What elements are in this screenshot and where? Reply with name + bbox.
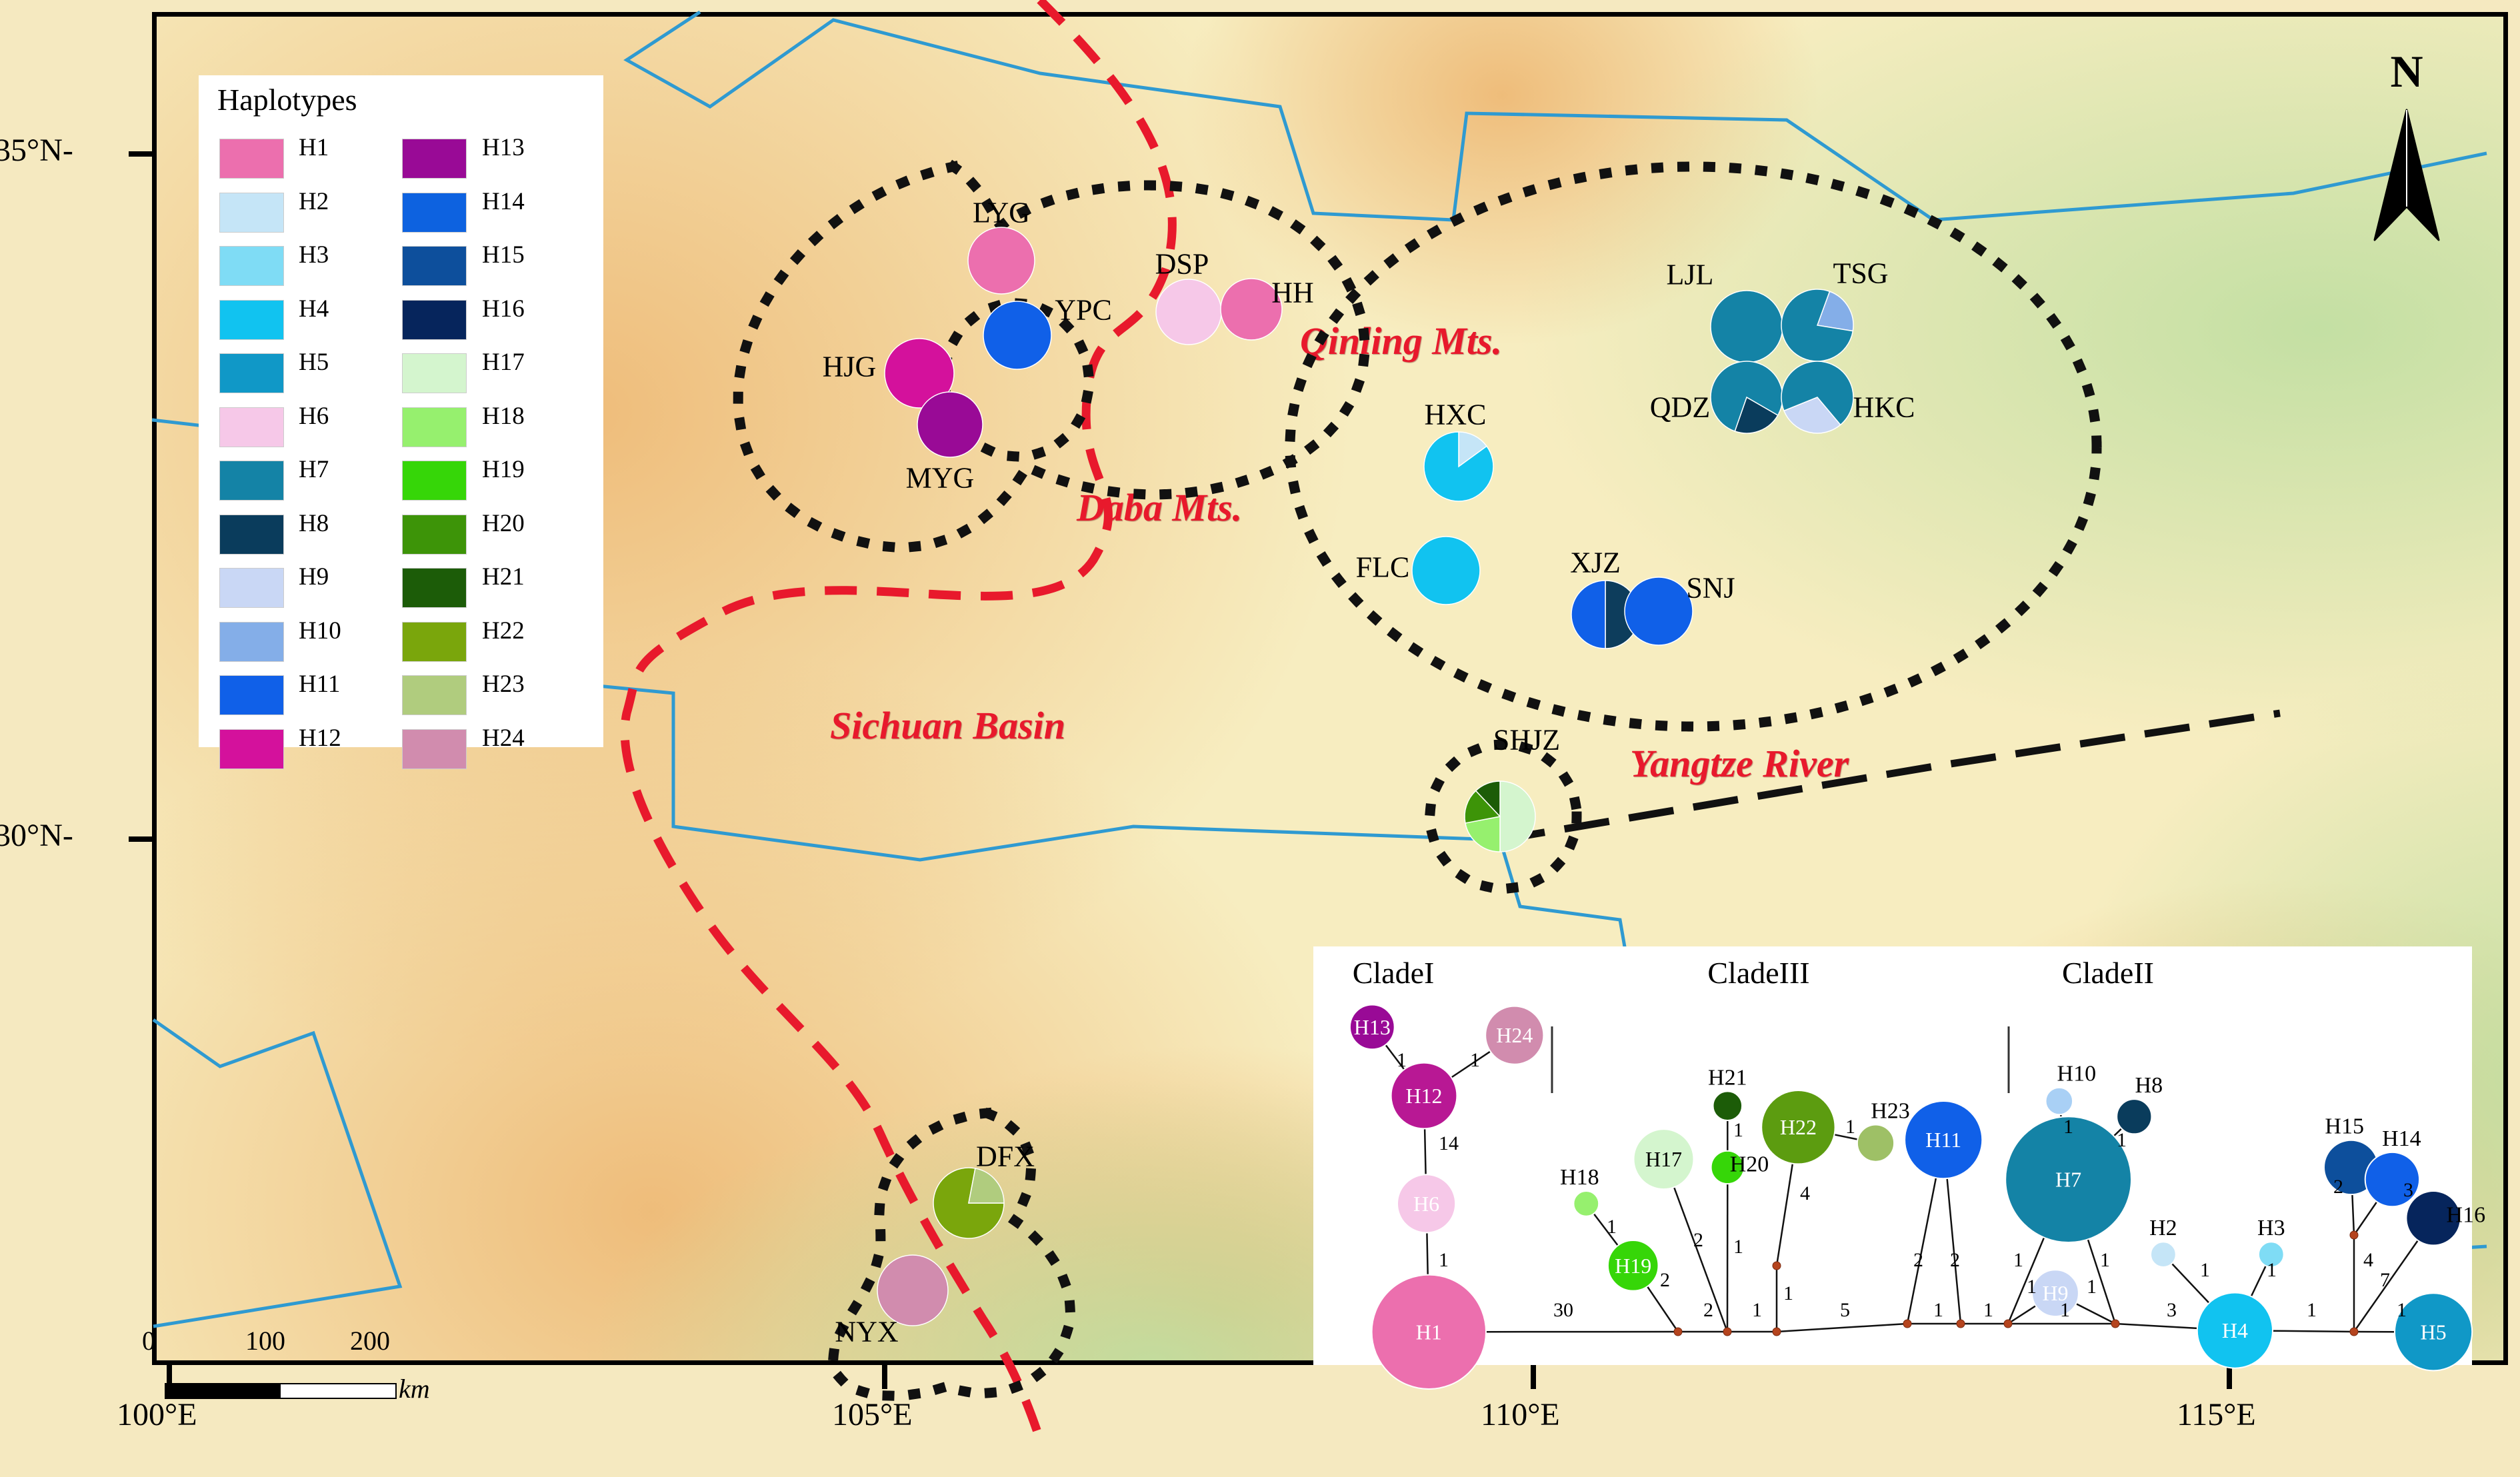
- svg-text:2: 2: [1950, 1249, 1960, 1271]
- svg-text:H9: H9: [2042, 1281, 2068, 1305]
- svg-text:1: 1: [2117, 1129, 2127, 1151]
- svg-text:2: 2: [2333, 1176, 2343, 1198]
- svg-text:1: 1: [2307, 1299, 2317, 1321]
- svg-text:H17: H17: [1645, 1147, 1682, 1171]
- svg-text:CladeIII: CladeIII: [1707, 956, 1809, 990]
- svg-text:1: 1: [1733, 1236, 1743, 1258]
- svg-text:H21: H21: [1708, 1065, 1747, 1090]
- svg-text:1: 1: [2267, 1259, 2277, 1281]
- svg-text:H15: H15: [2325, 1114, 2364, 1139]
- svg-text:H20: H20: [1730, 1152, 1769, 1176]
- svg-text:7: 7: [2380, 1269, 2390, 1291]
- svg-text:H18: H18: [1560, 1165, 1599, 1190]
- svg-text:H1: H1: [1416, 1320, 1442, 1344]
- svg-text:H2: H2: [2149, 1216, 2177, 1240]
- svg-text:1: 1: [1783, 1282, 1793, 1304]
- svg-text:2: 2: [1913, 1249, 1923, 1271]
- svg-text:3: 3: [2167, 1299, 2177, 1321]
- svg-text:1: 1: [2100, 1249, 2110, 1271]
- svg-text:H14: H14: [2382, 1126, 2421, 1151]
- svg-text:H6: H6: [1413, 1192, 1439, 1216]
- svg-text:H11: H11: [1925, 1128, 1961, 1152]
- svg-text:1: 1: [2397, 1299, 2407, 1321]
- svg-text:1: 1: [2063, 1116, 2073, 1138]
- svg-text:2: 2: [1660, 1269, 1670, 1291]
- svg-text:H24: H24: [1496, 1023, 1533, 1047]
- svg-text:H23: H23: [1871, 1099, 1910, 1124]
- svg-text:H22: H22: [1780, 1115, 1817, 1139]
- svg-text:1: 1: [1607, 1216, 1617, 1238]
- svg-text:1: 1: [1752, 1299, 1762, 1321]
- svg-text:H3: H3: [2257, 1216, 2285, 1240]
- svg-text:H7: H7: [2055, 1168, 2081, 1192]
- svg-text:14: 14: [1439, 1132, 1459, 1154]
- svg-text:1: 1: [1439, 1249, 1449, 1271]
- svg-text:2: 2: [1703, 1299, 1713, 1321]
- svg-text:1: 1: [1845, 1116, 1855, 1138]
- svg-text:1: 1: [2087, 1276, 2097, 1298]
- svg-text:H12: H12: [1405, 1084, 1442, 1108]
- svg-text:H19: H19: [1615, 1254, 1651, 1278]
- svg-text:H13: H13: [1354, 1015, 1391, 1039]
- svg-text:2: 2: [1693, 1229, 1703, 1251]
- svg-text:1: 1: [1397, 1049, 1407, 1071]
- svg-text:H5: H5: [2421, 1320, 2447, 1344]
- svg-text:1: 1: [1733, 1119, 1743, 1141]
- svg-text:5: 5: [1840, 1299, 1850, 1321]
- svg-text:1: 1: [2027, 1276, 2037, 1298]
- svg-text:1: 1: [1983, 1299, 1993, 1321]
- svg-text:H16: H16: [2447, 1203, 2486, 1228]
- svg-text:H10: H10: [2057, 1062, 2097, 1086]
- svg-text:1: 1: [1933, 1299, 1943, 1321]
- svg-text:3: 3: [2403, 1179, 2413, 1201]
- svg-text:H4: H4: [2222, 1318, 2248, 1342]
- svg-text:1: 1: [1470, 1049, 1480, 1071]
- svg-text:30: 30: [1553, 1299, 1573, 1321]
- svg-text:4: 4: [2363, 1249, 2373, 1271]
- svg-text:1: 1: [2200, 1259, 2210, 1281]
- svg-text:CladeI: CladeI: [1353, 956, 1435, 990]
- svg-text:4: 4: [1800, 1182, 1810, 1204]
- svg-text:1: 1: [2013, 1249, 2023, 1271]
- svg-text:H8: H8: [2135, 1073, 2163, 1098]
- svg-text:CladeII: CladeII: [2062, 956, 2154, 990]
